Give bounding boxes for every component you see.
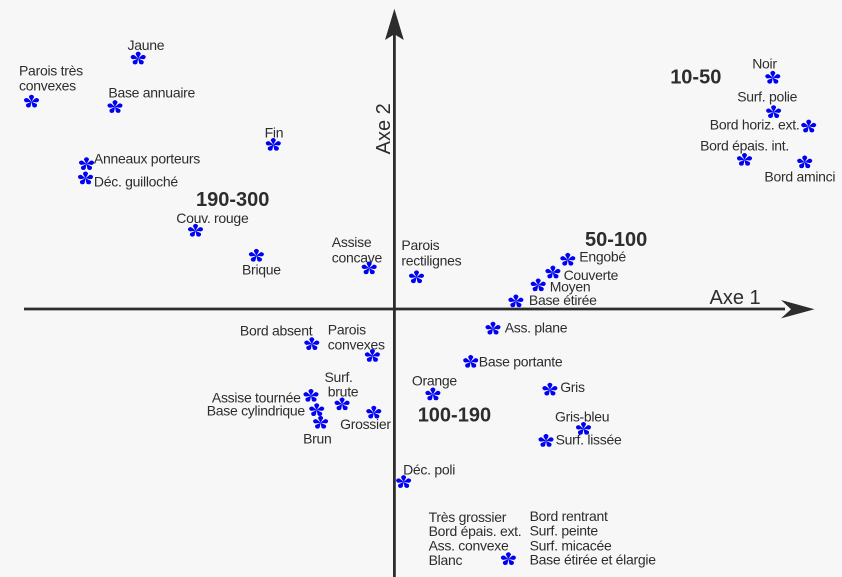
svg-text:Parois: Parois: [401, 237, 439, 253]
svg-text:concave: concave: [332, 250, 383, 266]
svg-text:Bord rentrant: Bord rentrant: [530, 508, 608, 524]
svg-text:Anneaux porteurs: Anneaux porteurs: [94, 151, 200, 167]
svg-text:convexes: convexes: [19, 77, 76, 93]
svg-text:Base étirée et élargie: Base étirée et élargie: [530, 551, 657, 567]
svg-text:Engobé: Engobé: [579, 248, 626, 264]
svg-text:Axe 2: Axe 2: [373, 103, 395, 154]
svg-text:Gris-bleu: Gris-bleu: [555, 409, 609, 425]
svg-text:Base annuaire: Base annuaire: [108, 85, 195, 101]
svg-text:Orange: Orange: [412, 373, 458, 389]
svg-text:Couv. rouge: Couv. rouge: [176, 210, 249, 226]
svg-text:Assise tournée: Assise tournée: [212, 389, 301, 405]
svg-text:Base portante: Base portante: [479, 353, 563, 369]
svg-text:Surf. peinte: Surf. peinte: [530, 522, 599, 538]
svg-text:Ass. convexe: Ass. convexe: [429, 538, 509, 554]
svg-text:brute: brute: [328, 384, 359, 400]
svg-text:Noir: Noir: [752, 56, 777, 72]
svg-text:Jaune: Jaune: [128, 37, 165, 53]
svg-text:10-50: 10-50: [670, 66, 721, 88]
svg-text:Bord épais. ext.: Bord épais. ext.: [429, 523, 522, 539]
svg-text:Bord horiz. ext.: Bord horiz. ext.: [710, 116, 800, 132]
svg-text:Parois très: Parois très: [19, 62, 83, 78]
svg-text:Très grossier: Très grossier: [429, 509, 507, 525]
svg-text:Gris: Gris: [560, 379, 585, 395]
svg-text:Ass. plane: Ass. plane: [505, 320, 568, 336]
svg-text:Parois: Parois: [328, 322, 366, 338]
svg-text:Grossier: Grossier: [340, 416, 391, 432]
svg-text:Brique: Brique: [242, 261, 281, 277]
svg-text:Déc. poli: Déc. poli: [403, 462, 455, 478]
svg-text:Base cylindrique: Base cylindrique: [207, 403, 306, 419]
svg-text:Surf. lissée: Surf. lissée: [556, 432, 622, 448]
svg-text:Fin: Fin: [265, 125, 284, 141]
svg-text:Base étirée: Base étirée: [529, 292, 597, 308]
svg-text:Blanc: Blanc: [429, 552, 463, 568]
svg-text:Bord épais. int.: Bord épais. int.: [700, 137, 789, 153]
svg-text:Surf. polie: Surf. polie: [737, 89, 797, 105]
svg-text:Brun: Brun: [303, 430, 331, 446]
svg-text:Surf.: Surf.: [325, 369, 353, 385]
svg-text:50-100: 50-100: [585, 229, 647, 251]
svg-text:Bord absent: Bord absent: [240, 323, 313, 339]
svg-text:Moyen: Moyen: [550, 278, 591, 294]
svg-text:Assise: Assise: [332, 234, 372, 250]
svg-text:Déc. guilloché: Déc. guilloché: [94, 174, 179, 190]
svg-text:Surf. micacée: Surf. micacée: [530, 538, 612, 554]
svg-text:rectilignes: rectilignes: [401, 252, 461, 268]
svg-text:100-190: 100-190: [418, 405, 491, 427]
svg-text:190-300: 190-300: [196, 189, 269, 211]
svg-text:convexes: convexes: [328, 337, 385, 353]
svg-text:Axe 1: Axe 1: [710, 287, 761, 309]
svg-text:Bord aminci: Bord aminci: [764, 168, 835, 184]
svg-text:Couverte: Couverte: [564, 267, 619, 283]
